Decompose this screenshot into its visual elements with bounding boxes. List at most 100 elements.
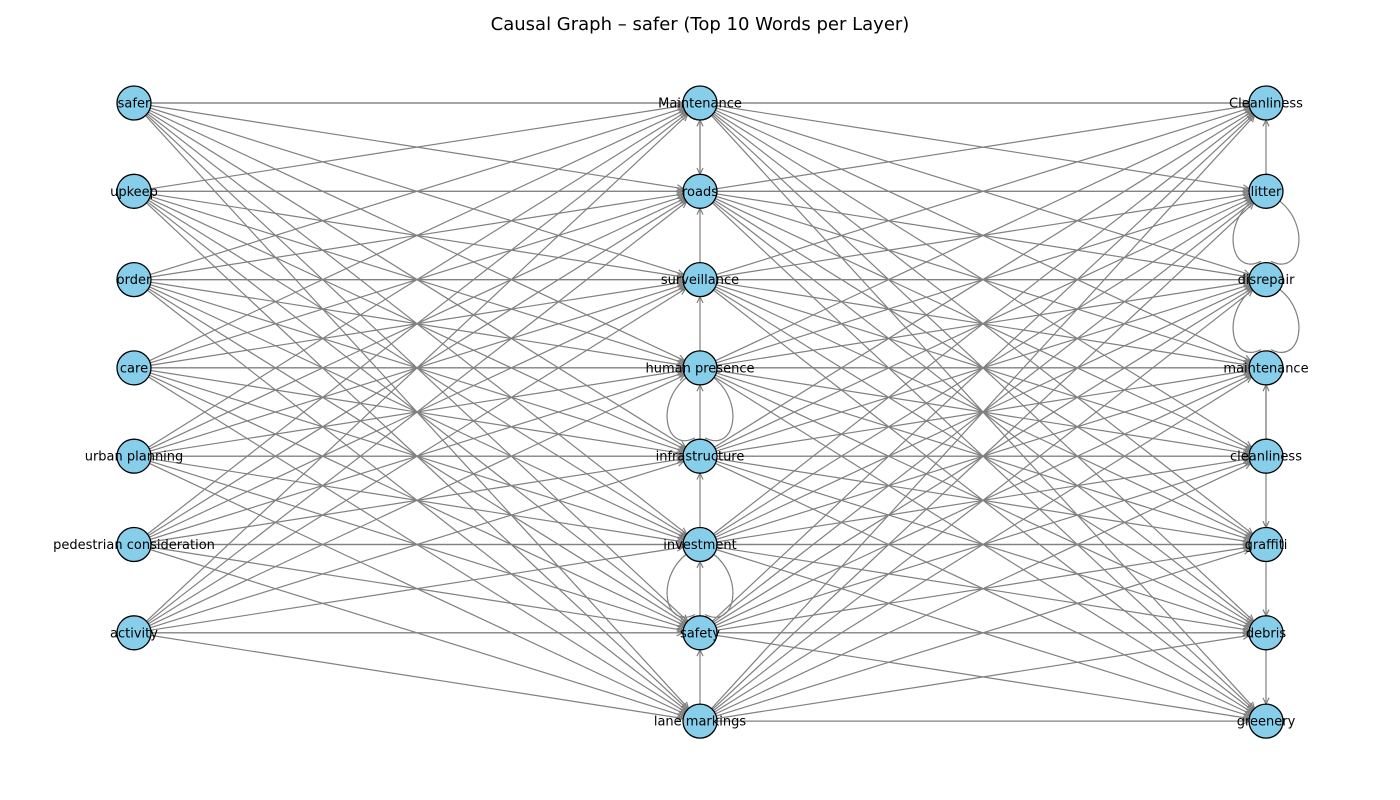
node-label: upkeep bbox=[110, 185, 158, 200]
edge bbox=[699, 367, 1251, 627]
edge bbox=[699, 195, 1250, 369]
edge bbox=[133, 190, 687, 623]
edge bbox=[699, 546, 1250, 634]
node-circle bbox=[682, 438, 718, 474]
edge bbox=[699, 289, 1253, 722]
edge bbox=[699, 367, 1252, 713]
edge bbox=[699, 543, 1250, 631]
edge bbox=[699, 102, 1255, 709]
edge bbox=[133, 279, 684, 366]
edge bbox=[133, 190, 684, 364]
edge bbox=[699, 111, 1252, 457]
graph-node: surveillance bbox=[661, 261, 739, 298]
edge bbox=[699, 190, 1250, 364]
node-circle bbox=[116, 615, 152, 651]
self-loop-edge bbox=[1232, 289, 1300, 353]
node-label: cleanliness bbox=[1230, 450, 1302, 465]
edge bbox=[133, 279, 686, 625]
edge bbox=[699, 458, 1250, 546]
edge bbox=[133, 279, 687, 712]
edge bbox=[133, 367, 684, 541]
graph-node: safer bbox=[116, 85, 152, 121]
edge bbox=[699, 367, 1250, 455]
edge bbox=[699, 374, 1251, 634]
edge bbox=[133, 190, 685, 450]
edge bbox=[133, 195, 684, 369]
edge bbox=[699, 455, 1250, 629]
node-label: greenery bbox=[1237, 715, 1296, 730]
node-label: maintenance bbox=[1223, 361, 1308, 376]
node-label: debris bbox=[1246, 626, 1286, 641]
edge bbox=[133, 107, 684, 281]
node-label: investment bbox=[663, 538, 736, 553]
graph-node: order bbox=[116, 261, 152, 298]
node-circle bbox=[1248, 615, 1284, 651]
edge bbox=[133, 114, 688, 634]
self-loop-edge bbox=[666, 377, 734, 441]
edge bbox=[133, 455, 685, 715]
node-circle bbox=[682, 615, 718, 651]
edge bbox=[699, 190, 1250, 278]
node-label: care bbox=[120, 361, 148, 376]
node-circle bbox=[1248, 438, 1284, 474]
edge bbox=[699, 190, 1252, 537]
nodes-layer: safer upkeep order care urban planning pedest… bbox=[53, 85, 1309, 739]
edge bbox=[699, 548, 1250, 722]
node-label: surveillance bbox=[661, 273, 739, 288]
graph-node: Maintenance bbox=[658, 85, 742, 121]
node-circle bbox=[1248, 261, 1284, 298]
edge bbox=[699, 114, 1254, 634]
edge bbox=[699, 190, 1254, 710]
edge bbox=[133, 190, 686, 537]
edge bbox=[133, 455, 684, 543]
edge bbox=[133, 374, 685, 634]
edge bbox=[133, 284, 684, 457]
edge bbox=[699, 455, 1251, 715]
graph-node: care bbox=[116, 350, 152, 386]
edge bbox=[699, 455, 1250, 543]
edge bbox=[699, 376, 1252, 722]
edge bbox=[133, 458, 684, 546]
edge bbox=[133, 197, 685, 457]
edge bbox=[133, 632, 684, 720]
edge bbox=[133, 112, 687, 545]
edge bbox=[699, 279, 1250, 452]
edge bbox=[699, 102, 1254, 622]
graph-node: upkeep bbox=[110, 173, 158, 209]
node-circle bbox=[116, 438, 152, 474]
graph-node: maintenance bbox=[1223, 350, 1309, 386]
node-circle bbox=[1248, 350, 1284, 386]
node-circle bbox=[1248, 85, 1284, 121]
node-label: disrepair bbox=[1238, 273, 1296, 288]
edge bbox=[699, 279, 1250, 366]
edge bbox=[699, 369, 1250, 457]
edge-arrowhead bbox=[1244, 376, 1253, 384]
node-circle bbox=[682, 261, 718, 298]
edge bbox=[699, 279, 1253, 712]
node-label: order bbox=[117, 273, 152, 288]
graph-node: human presence bbox=[646, 350, 755, 386]
node-circle bbox=[116, 85, 152, 121]
node-label: human presence bbox=[646, 361, 755, 376]
node-label: lane markings bbox=[654, 715, 747, 730]
self-loop-edge bbox=[1232, 200, 1300, 265]
graph-node: Cleanliness bbox=[1229, 85, 1303, 121]
edge bbox=[133, 369, 684, 457]
node-circle bbox=[682, 350, 718, 386]
edge bbox=[699, 279, 1251, 538]
edge bbox=[699, 288, 1252, 634]
node-circle bbox=[1248, 173, 1284, 209]
graph-node: infrastructure bbox=[656, 438, 744, 474]
graph-node: lane markings bbox=[654, 703, 747, 739]
edge bbox=[699, 634, 1250, 722]
node-label: safety bbox=[680, 626, 720, 641]
graph-node: roads bbox=[682, 173, 718, 209]
edge bbox=[133, 546, 684, 634]
edge bbox=[699, 107, 1250, 281]
graph-node: disrepair bbox=[1238, 261, 1296, 298]
edge bbox=[699, 112, 1253, 545]
graph-node: investment bbox=[663, 526, 737, 563]
edge bbox=[133, 193, 684, 281]
node-circle bbox=[116, 261, 152, 298]
